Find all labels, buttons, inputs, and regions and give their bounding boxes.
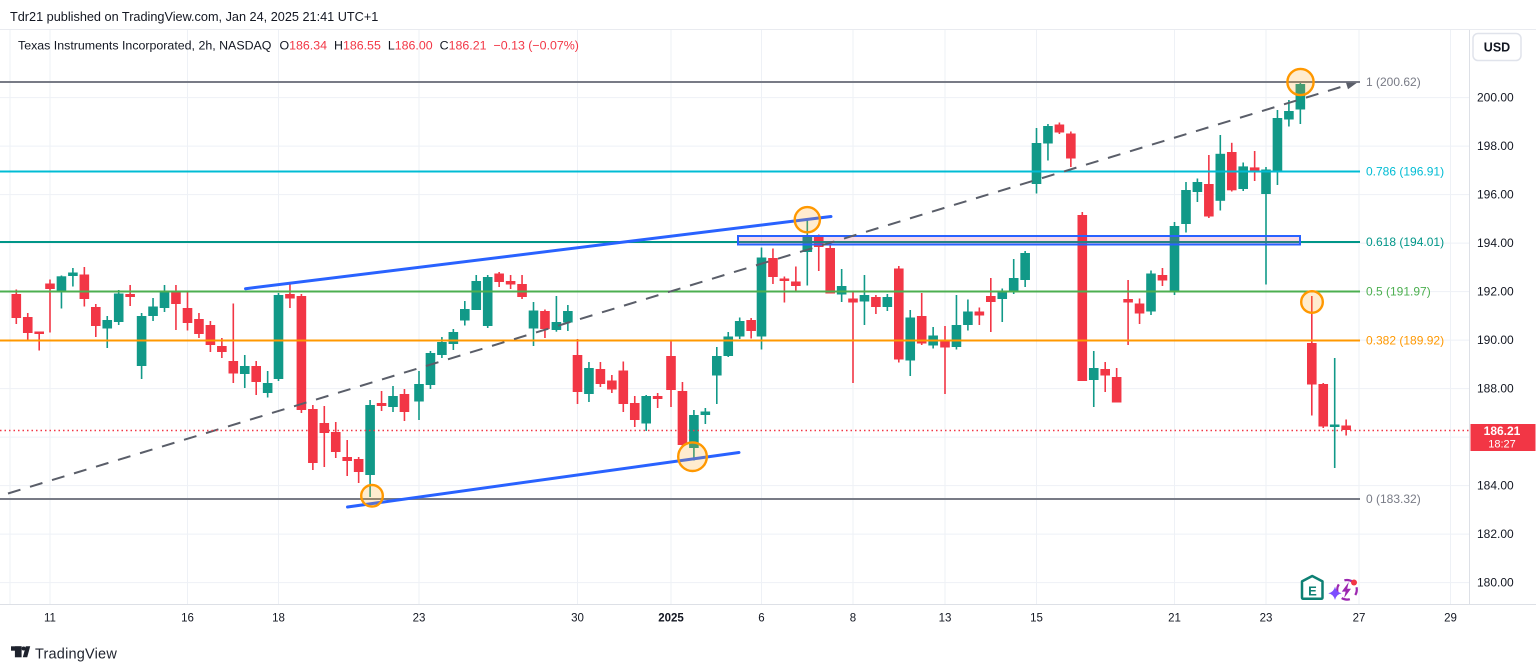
svg-text:182.00: 182.00 — [1477, 527, 1514, 541]
svg-text:11: 11 — [44, 613, 56, 625]
svg-text:192.00: 192.00 — [1477, 285, 1514, 299]
svg-text:2025: 2025 — [658, 613, 684, 625]
svg-text:186.21: 186.21 — [1484, 424, 1521, 438]
svg-text:21: 21 — [1168, 613, 1181, 625]
svg-text:188.00: 188.00 — [1477, 382, 1514, 396]
svg-text:8: 8 — [850, 613, 856, 625]
svg-text:18: 18 — [272, 613, 285, 625]
svg-text:Tdr21 published on TradingView: Tdr21 published on TradingView.com, Jan … — [10, 10, 378, 24]
svg-text:190.00: 190.00 — [1477, 333, 1514, 347]
svg-text:0.618 (194.01): 0.618 (194.01) — [1366, 235, 1444, 249]
svg-text:1 (200.62): 1 (200.62) — [1366, 75, 1421, 89]
svg-text:23: 23 — [413, 613, 426, 625]
svg-text:27: 27 — [1353, 613, 1366, 625]
svg-text:15: 15 — [1030, 613, 1043, 625]
svg-text:200.00: 200.00 — [1477, 91, 1514, 105]
svg-text:16: 16 — [181, 613, 194, 625]
svg-text:E: E — [1308, 584, 1317, 599]
svg-text:13: 13 — [939, 613, 952, 625]
svg-text:180.00: 180.00 — [1477, 576, 1514, 590]
svg-text:6: 6 — [758, 613, 764, 625]
svg-text:TradingView: TradingView — [35, 647, 117, 663]
svg-text:0.5 (191.97): 0.5 (191.97) — [1366, 285, 1431, 299]
svg-text:Texas Instruments Incorporated: Texas Instruments Incorporated, 2h, NASD… — [18, 39, 579, 53]
svg-text:0.786 (196.91): 0.786 (196.91) — [1366, 165, 1444, 179]
svg-text:196.00: 196.00 — [1477, 188, 1514, 202]
svg-text:0.382 (189.92): 0.382 (189.92) — [1366, 334, 1444, 348]
svg-text:18:27: 18:27 — [1488, 439, 1516, 451]
svg-text:194.00: 194.00 — [1477, 236, 1514, 250]
svg-text:USD: USD — [1484, 41, 1510, 55]
svg-text:184.00: 184.00 — [1477, 479, 1514, 493]
svg-text:23: 23 — [1260, 613, 1273, 625]
svg-text:29: 29 — [1444, 613, 1457, 625]
svg-text:0 (183.32): 0 (183.32) — [1366, 492, 1421, 506]
svg-text:30: 30 — [571, 613, 584, 625]
svg-text:198.00: 198.00 — [1477, 139, 1514, 153]
